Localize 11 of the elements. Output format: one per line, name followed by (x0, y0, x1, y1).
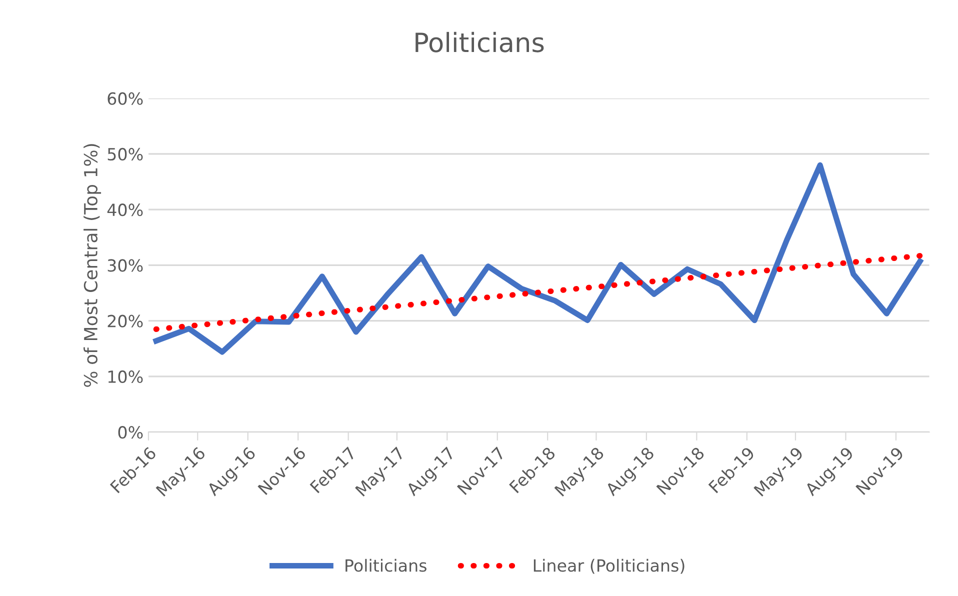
y-axis-title: % of Most Central (Top 1%) (84, 144, 102, 387)
y-tick-label: 40% (107, 204, 143, 216)
y-tick-label: 0% (118, 426, 143, 439)
y-tick-label: 50% (108, 148, 143, 161)
y-tick-label: 20% (108, 314, 143, 328)
y-tick-label: 30% (108, 259, 143, 272)
legend-label: Linear (Politicians) (534, 558, 684, 574)
chart-title: Politicians (416, 32, 544, 52)
y-tick-label: 10% (108, 370, 143, 384)
legend-label: Politicians (346, 558, 426, 572)
y-tick-label: 60% (108, 92, 143, 105)
